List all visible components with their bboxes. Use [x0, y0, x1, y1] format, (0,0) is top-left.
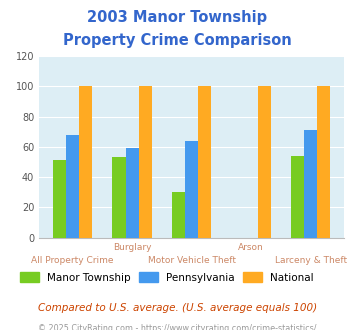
Text: All Property Crime: All Property Crime	[31, 256, 114, 265]
Bar	[113, 157, 126, 238]
Text: Burglary: Burglary	[113, 243, 151, 251]
Legend: Manor Township, Pennsylvania, National: Manor Township, Pennsylvania, National	[16, 268, 318, 287]
Bar	[258, 86, 271, 238]
Text: Compared to U.S. average. (U.S. average equals 100): Compared to U.S. average. (U.S. average …	[38, 303, 317, 313]
Text: Motor Vehicle Theft: Motor Vehicle Theft	[148, 256, 236, 265]
Bar	[304, 130, 317, 238]
Bar	[79, 86, 92, 238]
Text: 2003 Manor Township: 2003 Manor Township	[87, 10, 268, 25]
Text: Larceny & Theft: Larceny & Theft	[275, 256, 347, 265]
Text: © 2025 CityRating.com - https://www.cityrating.com/crime-statistics/: © 2025 CityRating.com - https://www.city…	[38, 324, 317, 330]
Text: Arson: Arson	[239, 243, 264, 251]
Text: Property Crime Comparison: Property Crime Comparison	[63, 33, 292, 48]
Bar	[291, 156, 304, 238]
Bar	[139, 86, 152, 238]
Bar	[317, 86, 331, 238]
Bar	[126, 148, 139, 238]
Bar	[198, 86, 211, 238]
Bar	[66, 135, 79, 238]
Bar	[53, 160, 66, 238]
Bar	[185, 141, 198, 238]
Bar	[172, 192, 185, 238]
Bar	[258, 86, 271, 238]
